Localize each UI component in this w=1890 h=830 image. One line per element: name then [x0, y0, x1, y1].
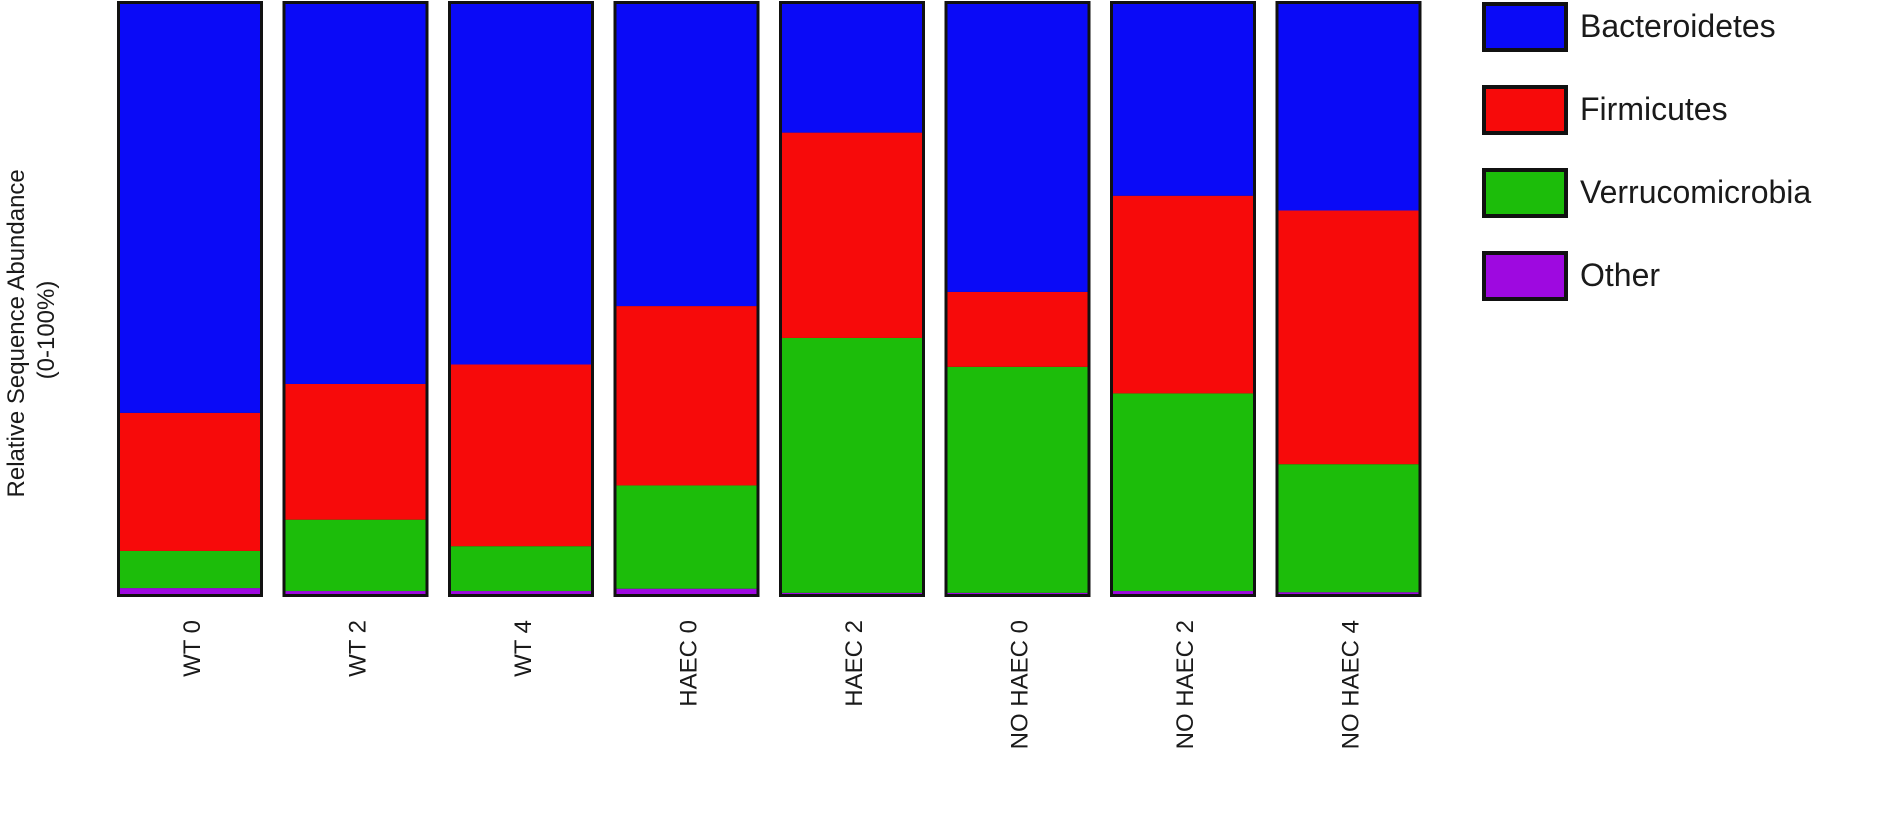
x-tick-label-no-haec-4: NO HAEC 4	[1338, 620, 1365, 749]
legend-item-firmicutes: Firmicutes	[1482, 85, 1728, 135]
bar-haec-0	[613, 1, 760, 597]
segment-verrucomicrobia-wt-2	[285, 519, 426, 592]
segment-bacteroidetes-no-haec-4	[1278, 4, 1419, 211]
x-tick-label-wt-4: WT 4	[510, 620, 537, 677]
x-tick-label-haec-2: HAEC 2	[841, 620, 868, 707]
legend: Bacteroidetes Firmicutes Verrucomicrobia Ot…	[1482, 2, 1811, 301]
legend-label-bacteroidetes: Bacteroidetes	[1580, 8, 1776, 44]
bar-no-haec-0	[944, 1, 1091, 597]
x-tick-label-no-haec-2: NO HAEC 2	[1172, 620, 1199, 749]
legend-item-other: Other	[1482, 251, 1660, 301]
segment-other-haec-0	[616, 588, 757, 594]
y-axis-label-line2: (0-100%)	[33, 281, 60, 380]
segment-other-haec-2	[782, 592, 922, 594]
bar-wt-0	[117, 1, 263, 597]
legend-item-bacteroidetes: Bacteroidetes	[1482, 2, 1776, 52]
segment-other-wt-0	[120, 588, 260, 594]
legend-label-verrucomicrobia: Verrucomicrobia	[1580, 174, 1811, 210]
segment-other-no-haec-4	[1278, 592, 1419, 594]
segment-bacteroidetes-wt-2	[285, 4, 426, 384]
segment-firmicutes-wt-4	[451, 364, 591, 547]
segment-firmicutes-haec-0	[616, 306, 757, 486]
segment-bacteroidetes-no-haec-0	[947, 4, 1088, 292]
segment-firmicutes-no-haec-4	[1278, 210, 1419, 465]
segment-verrucomicrobia-no-haec-2	[1113, 393, 1253, 592]
legend-label-firmicutes: Firmicutes	[1580, 91, 1728, 127]
segment-verrucomicrobia-wt-4	[451, 546, 591, 592]
legend-swatch-other	[1486, 255, 1564, 297]
segment-bacteroidetes-haec-0	[616, 4, 757, 307]
segment-firmicutes-haec-2	[782, 132, 922, 338]
x-tick-label-haec-0: HAEC 0	[676, 620, 703, 707]
bar-no-haec-2	[1110, 1, 1256, 597]
segment-firmicutes-wt-0	[120, 412, 260, 551]
segment-bacteroidetes-wt-4	[451, 4, 591, 365]
segment-firmicutes-wt-2	[285, 383, 426, 520]
bar-haec-2	[779, 1, 925, 597]
segment-verrucomicrobia-haec-2	[782, 337, 922, 593]
x-tick-label-wt-0: WT 0	[179, 620, 206, 677]
plot-area	[117, 1, 1422, 597]
segment-firmicutes-no-haec-2	[1113, 195, 1253, 394]
segment-verrucomicrobia-haec-0	[616, 485, 757, 589]
legend-swatch-bacteroidetes	[1486, 6, 1564, 48]
segment-other-wt-4	[451, 591, 591, 594]
segment-other-no-haec-2	[1113, 591, 1253, 594]
bar-wt-2	[282, 1, 429, 597]
legend-label-other: Other	[1580, 257, 1660, 293]
segment-firmicutes-no-haec-0	[947, 291, 1088, 367]
legend-item-verrucomicrobia: Verrucomicrobia	[1482, 168, 1811, 218]
segment-verrucomicrobia-wt-0	[120, 550, 260, 589]
segment-verrucomicrobia-no-haec-4	[1278, 464, 1419, 593]
segment-bacteroidetes-no-haec-2	[1113, 4, 1253, 196]
x-tick-label-no-haec-0: NO HAEC 0	[1007, 620, 1034, 749]
legend-swatch-verrucomicrobia	[1486, 172, 1564, 214]
segment-other-no-haec-0	[947, 592, 1088, 594]
x-tick-label-wt-2: WT 2	[345, 620, 372, 677]
y-axis-label: Relative Sequence Abundance (0-100%)	[3, 163, 60, 498]
segment-bacteroidetes-wt-0	[120, 4, 260, 413]
x-tick-labels: WT 0 WT 2 WT 4 HAEC 0 HAEC 2 NO HAEC 0 NO HAEC…	[179, 620, 1365, 749]
segment-other-wt-2	[285, 591, 426, 594]
bar-no-haec-4	[1275, 1, 1422, 597]
legend-swatch-firmicutes	[1486, 89, 1564, 131]
y-axis-label-line1: Relative Sequence Abundance	[3, 169, 30, 497]
segment-bacteroidetes-haec-2	[782, 4, 922, 133]
bar-wt-4	[448, 1, 594, 597]
segment-verrucomicrobia-no-haec-0	[947, 366, 1088, 593]
